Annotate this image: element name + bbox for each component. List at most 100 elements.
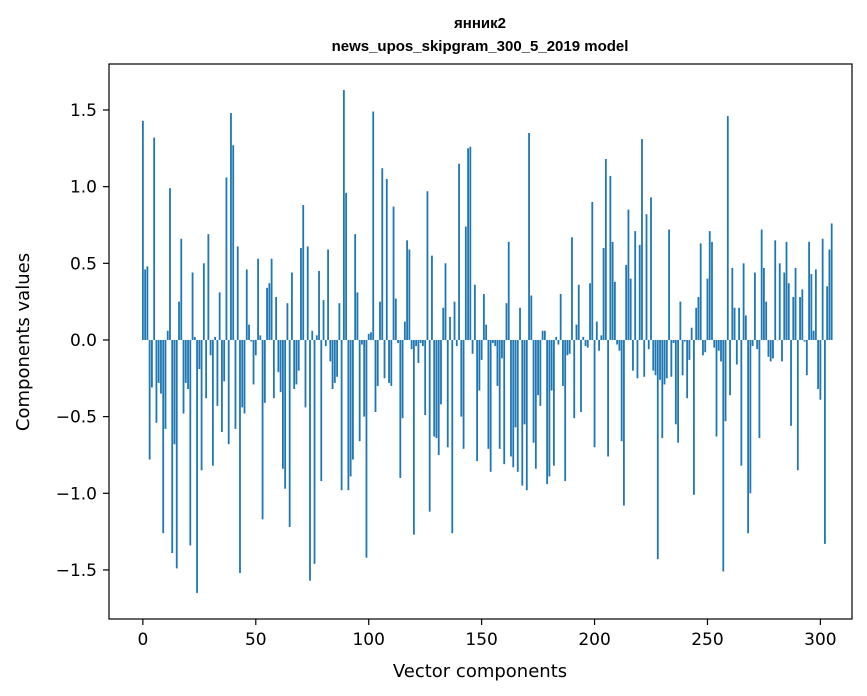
bar [625,264,628,340]
bar [760,229,763,340]
bar [824,339,826,544]
bar [455,339,458,347]
bar [164,339,167,429]
x-tick-label: 250 [691,630,723,650]
bar [489,339,492,472]
bar [160,339,162,394]
bar [333,339,336,383]
bar [756,339,759,350]
y-tick-label: −0.5 [56,408,97,428]
bar [799,297,801,340]
bar [225,177,228,340]
bar [202,263,205,340]
bar [277,339,280,373]
bar [318,270,320,340]
x-tick-label: 300 [804,630,836,650]
bar [146,266,149,340]
bar [275,297,278,340]
bar [629,278,632,340]
bar [239,339,241,574]
bar [753,272,756,340]
bar [306,246,309,340]
bar [645,214,648,340]
bar [291,272,293,340]
bar [573,339,576,419]
bar [767,339,770,357]
bar [562,339,564,386]
bar [410,339,413,350]
bar [342,90,345,340]
bar [288,339,291,528]
bar [512,339,515,468]
bar [460,339,463,417]
bar [349,339,352,477]
bar [607,339,609,457]
bar [595,321,598,340]
bar [345,192,348,340]
bar [304,339,307,408]
bar [557,339,560,345]
bar [221,339,223,432]
bar [173,339,176,445]
bar [209,339,212,356]
bar [566,339,569,356]
bar [223,339,226,382]
bar [711,241,713,340]
bar [437,339,440,455]
bar [591,201,594,340]
bar [200,339,203,471]
bar [381,168,384,340]
bar [828,249,831,340]
bar [171,339,174,554]
bar [668,229,670,340]
bar [358,339,361,442]
bar [327,249,329,340]
bar [564,339,567,482]
bar [706,278,709,340]
bar [155,339,158,423]
bar [620,339,623,442]
bar [419,339,422,344]
bar [659,339,661,380]
x-tick-label: 50 [245,630,267,650]
bar [636,339,639,379]
bar [426,191,429,340]
bar [543,330,546,340]
bar [444,263,447,340]
bar [175,339,178,569]
bar [205,339,208,399]
bar [399,339,402,478]
bar [309,339,311,581]
bar [742,263,745,340]
bar [422,339,424,347]
bar [476,339,479,462]
bar [792,297,795,340]
bar [821,238,824,340]
bar [141,120,144,340]
bar [148,339,151,460]
bar [356,292,359,340]
bar [248,324,250,340]
bar [683,339,686,342]
bar [180,238,183,340]
x-axis-label: Vector components [393,661,567,682]
bar [478,339,481,391]
bar [717,339,720,351]
bar [480,339,483,360]
bar [679,301,682,340]
bar [394,298,397,340]
bar [157,339,160,383]
x-tick-label: 100 [352,630,384,650]
bar [469,146,472,340]
bar [453,301,456,340]
bar [693,339,695,495]
y-axis-label: Components values [13,253,34,431]
bar [467,148,469,340]
bar [367,333,370,340]
bar [252,339,255,385]
bar [604,159,607,340]
bar [783,272,786,340]
bar [686,339,689,399]
bar [169,188,171,340]
bar [435,339,438,439]
